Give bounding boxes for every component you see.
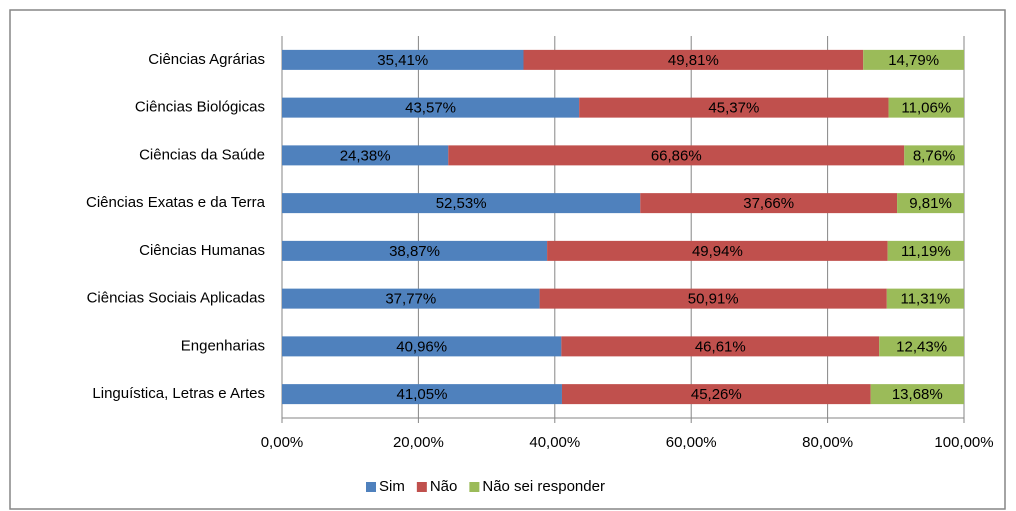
y-tick-label: Ciências da Saúde [139,146,265,163]
value-label: 50,91% [688,291,739,308]
bar-segment [561,336,880,357]
legend-label: Não [430,478,458,495]
y-tick-label: Ciências Biológicas [135,99,265,116]
bar-segment [887,240,964,261]
legend-swatch [416,482,427,492]
bar-segment [282,240,548,261]
bar-segment [282,336,562,357]
bar-segment [904,145,964,166]
bar-segment [579,97,889,118]
value-label: 43,57% [405,100,456,117]
x-tick-label: 60,00% [666,434,717,451]
value-label: 46,61% [695,338,746,355]
bar-segment [282,145,449,166]
value-label: 40,96% [396,338,447,355]
bar-segment [547,240,888,261]
y-tick-label: Linguística, Letras e Artes [92,385,265,402]
bar-segment [888,97,964,118]
x-tick-label: 80,00% [802,434,853,451]
bar-segment [879,336,964,357]
x-tick-label: 0,00% [261,434,304,451]
value-label: 37,77% [385,291,436,308]
value-label: 66,86% [651,147,702,164]
x-tick-label: 20,00% [393,434,444,451]
legend-label: Não sei responder [482,478,605,495]
value-label: 45,26% [691,386,742,403]
bar-segment [282,97,580,118]
x-tick-label: 100,00% [934,434,993,451]
value-label: 13,68% [892,386,943,403]
legend-label: Sim [379,478,405,495]
bar-segment [523,49,864,70]
bar-segment [886,288,964,309]
value-label: 12,43% [896,338,947,355]
bar-segment [640,193,898,214]
value-label: 37,66% [743,195,794,212]
y-tick-label: Ciências Exatas e da Terra [86,194,266,211]
bar-segment [282,384,562,405]
y-tick-label: Ciências Agrárias [148,51,265,68]
bar-segment [448,145,905,166]
value-label: 45,37% [708,100,759,117]
y-tick-label: Ciências Sociais Aplicadas [87,290,265,307]
value-label: 52,53% [436,195,487,212]
bar-segment [561,384,871,405]
y-tick-label: Engenharias [181,337,265,354]
bar-segment [282,49,524,70]
value-label: 8,76% [913,147,956,164]
value-label: 11,06% [901,100,951,117]
y-tick-label: Ciências Humanas [139,242,265,259]
legend-swatch [469,482,480,492]
bar-segment [897,193,964,214]
bar-segment [282,288,540,309]
value-label: 49,81% [668,52,719,69]
bar-segment [870,384,964,405]
value-label: 35,41% [377,52,428,69]
value-label: 9,81% [909,195,952,212]
value-label: 11,31% [900,291,950,308]
bar-segment [282,193,641,214]
value-label: 14,79% [888,52,939,69]
value-label: 24,38% [340,147,391,164]
value-label: 11,19% [901,243,951,260]
bar-segment [863,49,965,70]
legend-swatch [366,482,376,492]
value-label: 41,05% [397,386,448,403]
value-label: 38,87% [389,243,440,260]
bar-segment [539,288,887,309]
value-label: 49,94% [692,243,743,260]
x-tick-label: 40,00% [529,434,580,451]
